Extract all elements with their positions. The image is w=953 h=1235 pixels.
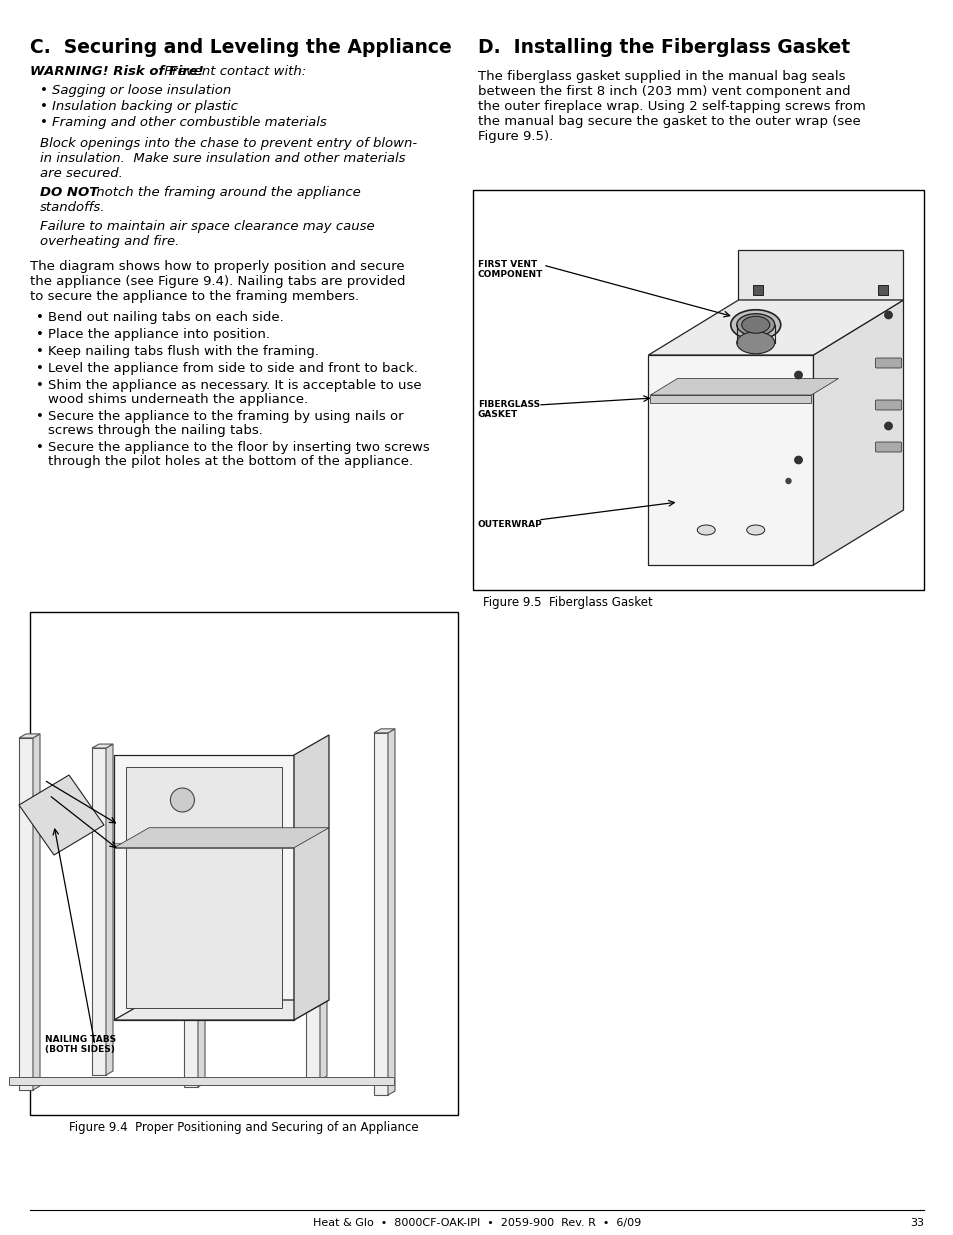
- FancyBboxPatch shape: [875, 400, 901, 410]
- Polygon shape: [106, 743, 112, 1074]
- Text: •: •: [36, 410, 44, 424]
- Text: Secure the appliance to the framing by using nails or: Secure the appliance to the framing by u…: [48, 410, 403, 424]
- Circle shape: [883, 422, 892, 430]
- Text: 33: 33: [909, 1218, 923, 1228]
- Polygon shape: [738, 249, 902, 300]
- Circle shape: [171, 788, 194, 811]
- Circle shape: [785, 478, 790, 483]
- Text: •: •: [40, 84, 48, 98]
- Bar: [648, 354, 813, 564]
- Text: standoffs.: standoffs.: [40, 201, 106, 214]
- Ellipse shape: [736, 332, 774, 353]
- Polygon shape: [813, 300, 902, 564]
- Text: OUTERWRAP: OUTERWRAP: [477, 520, 542, 529]
- Text: The fiberglass gasket supplied in the manual bag seals: The fiberglass gasket supplied in the ma…: [477, 70, 844, 83]
- Circle shape: [794, 456, 801, 464]
- Text: the appliance (see Figure 9.4). Nailing tabs are provided: the appliance (see Figure 9.4). Nailing …: [30, 275, 405, 288]
- Text: •: •: [40, 116, 48, 128]
- Polygon shape: [648, 300, 902, 354]
- Text: D.  Installing the Fiberglass Gasket: D. Installing the Fiberglass Gasket: [477, 38, 849, 57]
- Text: FIRST VENT
COMPONENT: FIRST VENT COMPONENT: [477, 261, 543, 279]
- Bar: [753, 285, 762, 295]
- Circle shape: [883, 311, 892, 319]
- Text: DO NOT: DO NOT: [40, 186, 98, 199]
- Bar: [91, 748, 106, 1074]
- Bar: [878, 285, 887, 295]
- Text: notch the framing around the appliance: notch the framing around the appliance: [91, 186, 360, 199]
- Polygon shape: [650, 378, 838, 395]
- Text: the outer fireplace wrap. Using 2 self-tapping screws from: the outer fireplace wrap. Using 2 self-t…: [477, 100, 864, 112]
- Polygon shape: [91, 743, 112, 748]
- Ellipse shape: [746, 525, 764, 535]
- Bar: [306, 753, 319, 1079]
- Bar: [473, 190, 923, 590]
- Text: screws through the nailing tabs.: screws through the nailing tabs.: [48, 424, 263, 437]
- Bar: [184, 785, 198, 1087]
- Ellipse shape: [741, 316, 769, 333]
- Text: C.  Securing and Leveling the Appliance: C. Securing and Leveling the Appliance: [30, 38, 452, 57]
- Text: Prevent contact with:: Prevent contact with:: [160, 65, 306, 78]
- Text: •: •: [36, 311, 44, 324]
- Text: •: •: [36, 362, 44, 375]
- Polygon shape: [198, 782, 205, 1087]
- Text: The diagram shows how to properly position and secure: The diagram shows how to properly positi…: [30, 261, 404, 273]
- Text: Insulation backing or plastic: Insulation backing or plastic: [52, 100, 237, 112]
- Text: Figure 9.5  Fiberglass Gasket: Figure 9.5 Fiberglass Gasket: [482, 597, 652, 609]
- Polygon shape: [19, 776, 104, 855]
- Circle shape: [794, 370, 801, 379]
- FancyBboxPatch shape: [875, 358, 901, 368]
- Text: through the pilot holes at the bottom of the appliance.: through the pilot holes at the bottom of…: [48, 454, 413, 468]
- Polygon shape: [374, 729, 395, 732]
- Bar: [126, 767, 282, 1008]
- Text: •: •: [36, 441, 44, 454]
- Text: Sagging or loose insulation: Sagging or loose insulation: [52, 84, 231, 98]
- Bar: [650, 395, 811, 403]
- Text: Secure the appliance to the floor by inserting two screws: Secure the appliance to the floor by ins…: [48, 441, 429, 454]
- Bar: [113, 842, 294, 847]
- Text: Bend out nailing tabs on each side.: Bend out nailing tabs on each side.: [48, 311, 283, 324]
- Text: Block openings into the chase to prevent entry of blown-: Block openings into the chase to prevent…: [40, 137, 416, 149]
- Bar: [113, 755, 294, 1020]
- Ellipse shape: [736, 314, 774, 336]
- Polygon shape: [33, 734, 40, 1091]
- Text: •: •: [36, 345, 44, 358]
- Bar: [30, 613, 457, 1115]
- Text: Keep nailing tabs flush with the framing.: Keep nailing tabs flush with the framing…: [48, 345, 318, 358]
- Text: Figure 9.4  Proper Positioning and Securing of an Appliance: Figure 9.4 Proper Positioning and Securi…: [70, 1121, 418, 1134]
- Text: •: •: [36, 379, 44, 391]
- Text: Framing and other combustible materials: Framing and other combustible materials: [52, 116, 327, 128]
- Text: to secure the appliance to the framing members.: to secure the appliance to the framing m…: [30, 290, 358, 303]
- Text: NAILING TABS
(BOTH SIDES): NAILING TABS (BOTH SIDES): [45, 1035, 116, 1055]
- Text: Place the appliance into position.: Place the appliance into position.: [48, 329, 270, 341]
- Text: Figure 9.5).: Figure 9.5).: [477, 130, 553, 143]
- Polygon shape: [306, 750, 327, 753]
- Ellipse shape: [697, 525, 715, 535]
- Polygon shape: [19, 734, 40, 737]
- Text: Heat & Glo  •  8000CF-OAK-IPI  •  2059-900  Rev. R  •  6/09: Heat & Glo • 8000CF-OAK-IPI • 2059-900 R…: [313, 1218, 640, 1228]
- Polygon shape: [294, 735, 329, 1020]
- Text: Failure to maintain air space clearance may cause: Failure to maintain air space clearance …: [40, 220, 375, 233]
- Text: Level the appliance from side to side and front to back.: Level the appliance from side to side an…: [48, 362, 417, 375]
- Text: overheating and fire.: overheating and fire.: [40, 235, 179, 248]
- Bar: [374, 732, 388, 1095]
- Polygon shape: [113, 1000, 329, 1020]
- Text: the manual bag secure the gasket to the outer wrap (see: the manual bag secure the gasket to the …: [477, 115, 860, 128]
- Text: •: •: [40, 100, 48, 112]
- Text: in insulation.  Make sure insulation and other materials: in insulation. Make sure insulation and …: [40, 152, 405, 165]
- Polygon shape: [184, 782, 205, 785]
- Bar: [19, 737, 33, 1091]
- Text: •: •: [36, 329, 44, 341]
- Text: wood shims underneath the appliance.: wood shims underneath the appliance.: [48, 393, 308, 406]
- Polygon shape: [388, 729, 395, 1095]
- Polygon shape: [319, 750, 327, 1079]
- FancyBboxPatch shape: [875, 442, 901, 452]
- Text: WARNING! Risk of Fire!: WARNING! Risk of Fire!: [30, 65, 204, 78]
- Text: between the first 8 inch (203 mm) vent component and: between the first 8 inch (203 mm) vent c…: [477, 85, 850, 98]
- Bar: [9, 1077, 394, 1086]
- Polygon shape: [113, 827, 329, 847]
- Ellipse shape: [730, 310, 780, 340]
- Text: Shim the appliance as necessary. It is acceptable to use: Shim the appliance as necessary. It is a…: [48, 379, 421, 391]
- Text: FIBERGLASS
GASKET: FIBERGLASS GASKET: [477, 400, 539, 420]
- Text: are secured.: are secured.: [40, 167, 123, 180]
